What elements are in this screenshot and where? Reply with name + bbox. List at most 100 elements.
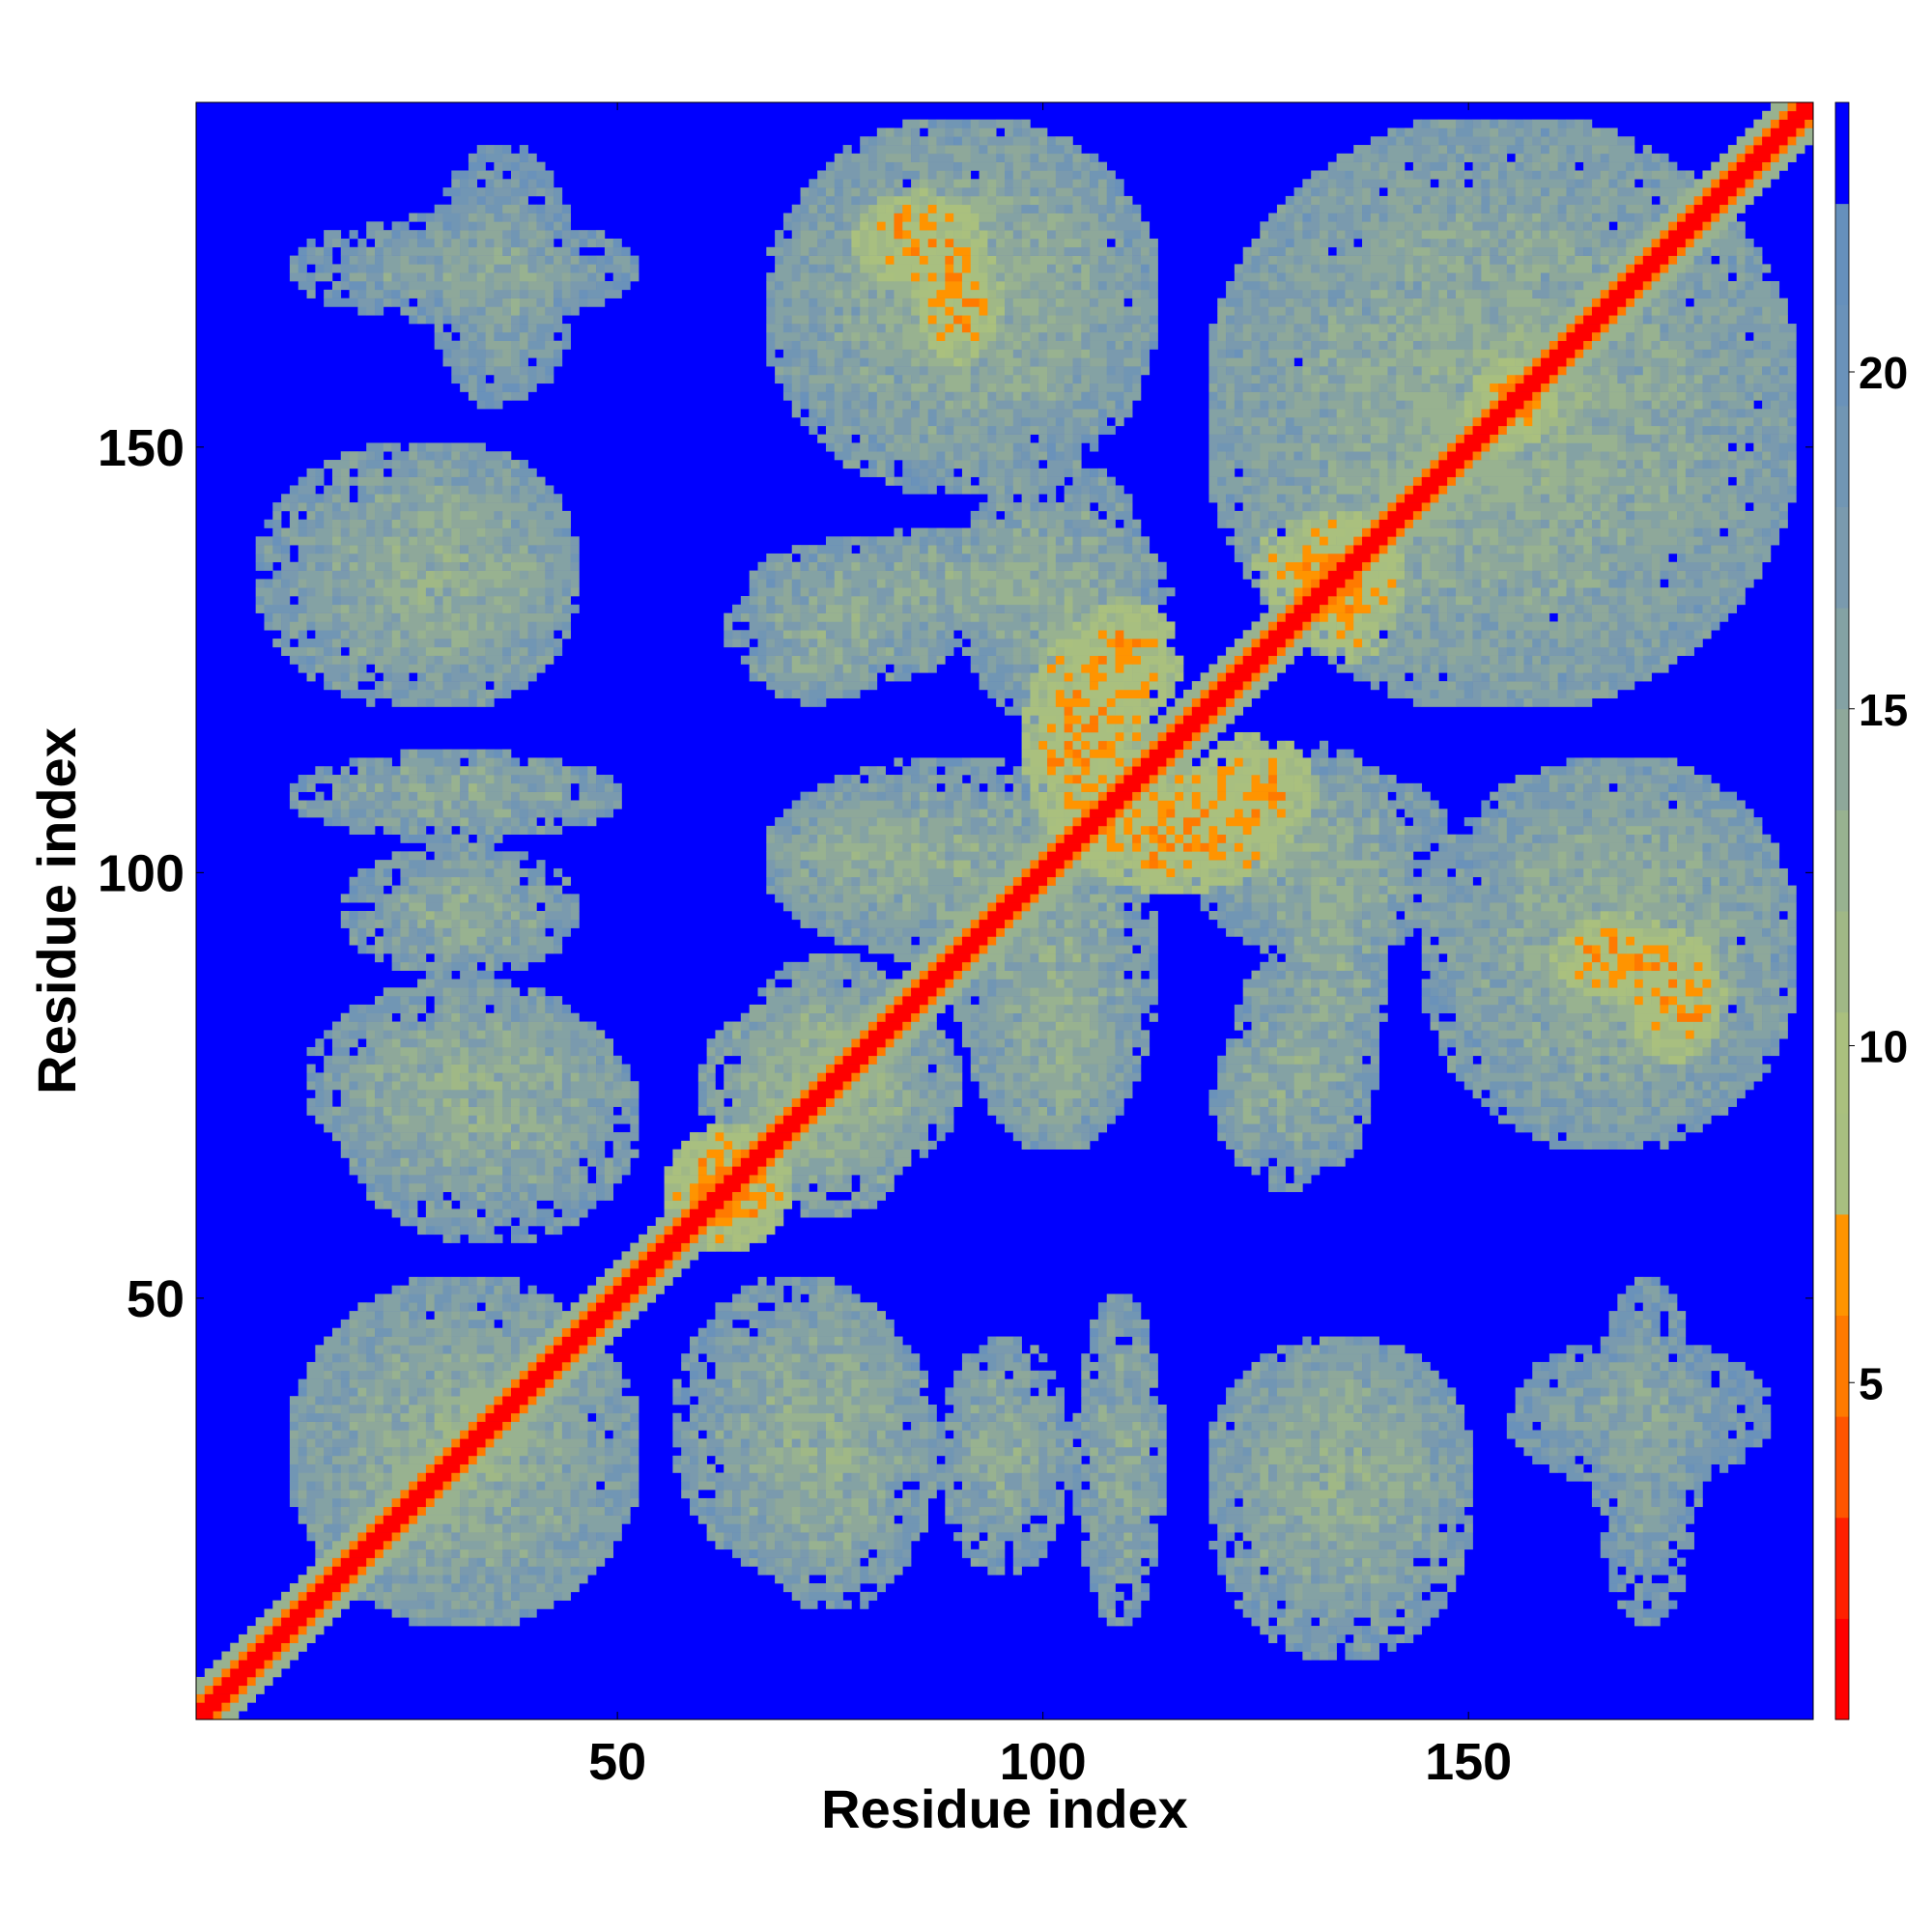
heatmap-cell bbox=[1753, 1396, 1763, 1406]
heatmap-cell bbox=[1319, 1396, 1329, 1406]
heatmap-cell bbox=[825, 1548, 843, 1558]
heatmap-cell bbox=[749, 1311, 776, 1321]
heatmap-cell bbox=[630, 1106, 639, 1116]
heatmap-cell bbox=[1311, 1642, 1329, 1652]
heatmap-cell bbox=[357, 1370, 376, 1379]
heatmap-cell bbox=[732, 1430, 750, 1439]
heatmap-cell bbox=[1591, 1412, 1609, 1422]
heatmap-cell bbox=[1651, 1540, 1661, 1550]
heatmap-cell bbox=[1140, 1370, 1151, 1379]
heatmap-cell bbox=[400, 1208, 410, 1218]
heatmap-cell bbox=[1677, 1336, 1687, 1346]
heatmap-cell bbox=[1140, 1447, 1151, 1457]
heatmap-cell bbox=[1293, 1132, 1303, 1142]
heatmap-cell bbox=[979, 1081, 988, 1091]
heatmap-cell bbox=[1378, 1405, 1388, 1414]
heatmap-cell bbox=[791, 1072, 801, 1082]
heatmap-cell bbox=[902, 1370, 921, 1379]
heatmap-cell bbox=[1115, 1412, 1142, 1422]
heatmap-cell bbox=[425, 1046, 435, 1057]
heatmap-cell bbox=[715, 1090, 724, 1099]
heatmap-cell bbox=[494, 1115, 503, 1124]
heatmap-cell bbox=[510, 1166, 521, 1176]
heatmap-cell bbox=[1132, 1438, 1142, 1448]
heatmap-cell bbox=[775, 1046, 784, 1057]
heatmap-cell bbox=[561, 1336, 588, 1346]
heatmap-cell bbox=[1490, 1046, 1499, 1057]
heatmap-cell bbox=[1421, 1361, 1431, 1372]
heatmap-cell bbox=[860, 1387, 869, 1397]
heatmap-cell bbox=[970, 1463, 980, 1473]
heatmap-cell bbox=[409, 1455, 435, 1464]
heatmap-cell bbox=[1140, 1438, 1151, 1448]
heatmap-cell bbox=[1430, 1463, 1448, 1473]
heatmap-cell bbox=[1090, 1472, 1099, 1482]
heatmap-cell bbox=[451, 1327, 469, 1337]
heatmap-cell bbox=[527, 1515, 537, 1524]
heatmap-cell bbox=[1421, 1378, 1431, 1388]
heatmap-cell bbox=[936, 1072, 946, 1082]
heatmap-cell bbox=[400, 1405, 410, 1414]
heatmap-cell bbox=[1548, 1370, 1558, 1379]
heatmap-cell bbox=[1472, 1081, 1491, 1091]
heatmap-cell bbox=[782, 1361, 793, 1372]
heatmap-cell bbox=[945, 1090, 954, 1099]
heatmap-cell bbox=[1651, 1327, 1661, 1337]
heatmap-cell bbox=[1660, 1438, 1669, 1448]
heatmap-cell bbox=[1736, 1396, 1746, 1406]
heatmap-cell bbox=[366, 1583, 376, 1593]
heatmap-cell bbox=[860, 1157, 886, 1167]
heatmap-cell bbox=[451, 1532, 461, 1542]
heatmap-cell bbox=[468, 1311, 486, 1321]
heatmap-cell bbox=[1617, 1396, 1627, 1406]
heatmap-cell bbox=[860, 1175, 869, 1184]
heatmap-cell bbox=[911, 1463, 921, 1473]
heatmap-cell bbox=[1660, 1336, 1669, 1346]
heatmap-cell bbox=[1396, 1523, 1406, 1533]
heatmap-cell bbox=[1276, 1123, 1287, 1133]
heatmap-cell bbox=[834, 1472, 843, 1482]
heatmap-cell bbox=[690, 1497, 699, 1508]
heatmap-cell bbox=[1575, 1123, 1584, 1133]
heatmap-cell bbox=[400, 1532, 418, 1542]
heatmap-cell bbox=[1090, 1405, 1099, 1414]
heatmap-cell bbox=[425, 1319, 443, 1329]
heatmap-cell bbox=[927, 1055, 946, 1065]
heatmap-cell bbox=[400, 1412, 418, 1422]
heatmap-cell bbox=[766, 1055, 784, 1065]
heatmap-cell bbox=[315, 1447, 325, 1457]
heatmap-cell bbox=[732, 1097, 742, 1107]
heatmap-cell bbox=[391, 1132, 401, 1142]
heatmap-cell bbox=[1362, 1634, 1372, 1643]
heatmap-cell bbox=[681, 1447, 691, 1457]
heatmap-cell bbox=[1447, 1421, 1457, 1431]
heatmap-cell bbox=[996, 1566, 1006, 1576]
heatmap-cell bbox=[1353, 1497, 1372, 1508]
heatmap-cell bbox=[834, 1311, 843, 1321]
heatmap-cell bbox=[894, 1166, 903, 1176]
heatmap-cell bbox=[1072, 1497, 1082, 1508]
heatmap-cell bbox=[860, 1149, 869, 1158]
heatmap-cell bbox=[391, 1285, 401, 1294]
heatmap-cell bbox=[1106, 1523, 1151, 1533]
heatmap-cell bbox=[1541, 1387, 1550, 1397]
heatmap-cell bbox=[366, 1591, 376, 1601]
heatmap-cell bbox=[596, 1123, 614, 1133]
heatmap-cell bbox=[1651, 1430, 1687, 1439]
heatmap-cell bbox=[1012, 1421, 1022, 1431]
heatmap-cell bbox=[1745, 1430, 1763, 1439]
heatmap-cell bbox=[1370, 1387, 1379, 1397]
heatmap-cell bbox=[791, 1506, 801, 1516]
heatmap-cell bbox=[612, 1463, 631, 1473]
heatmap-cell bbox=[451, 1421, 469, 1431]
heatmap-cell bbox=[1268, 1626, 1287, 1635]
heatmap-cell bbox=[1217, 1055, 1227, 1065]
heatmap-cell bbox=[791, 1293, 801, 1303]
heatmap-cell bbox=[800, 1566, 810, 1576]
heatmap-cell bbox=[740, 1200, 750, 1209]
heatmap-cell bbox=[587, 1046, 597, 1057]
heatmap-cell bbox=[996, 1557, 1006, 1567]
heatmap-cell bbox=[732, 1140, 742, 1150]
heatmap-cell bbox=[485, 1090, 495, 1099]
heatmap-cell bbox=[1123, 1353, 1142, 1363]
